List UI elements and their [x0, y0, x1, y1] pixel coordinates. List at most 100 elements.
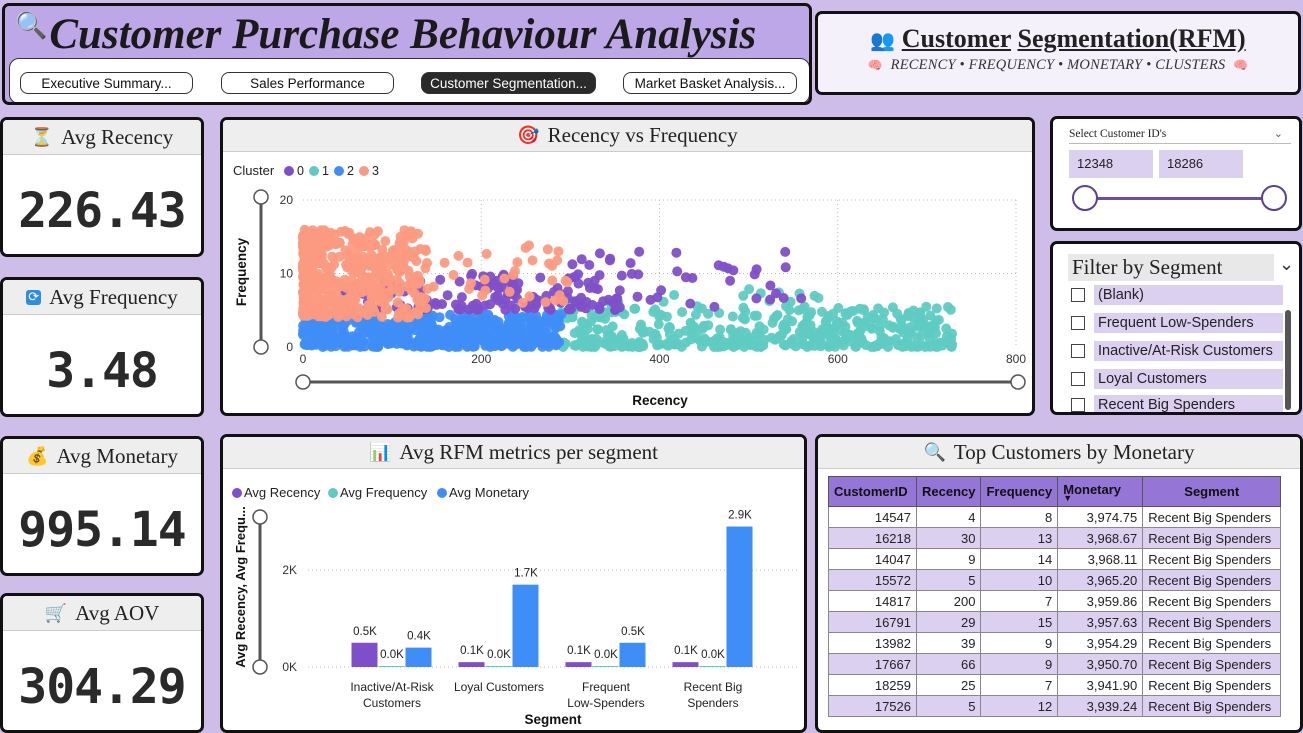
- data-point[interactable]: [700, 336, 711, 347]
- table-row[interactable]: 18259 25 7 3,941.90 Recent Big Spenders: [828, 674, 1282, 696]
- data-point[interactable]: [304, 228, 315, 239]
- data-point[interactable]: [456, 314, 466, 325]
- data-point[interactable]: [427, 321, 438, 332]
- data-point[interactable]: [739, 342, 750, 352]
- data-point[interactable]: [392, 264, 402, 275]
- data-point[interactable]: [771, 311, 782, 322]
- data-point[interactable]: [604, 255, 615, 266]
- legend-label[interactable]: Avg Recency: [244, 485, 321, 500]
- data-point[interactable]: [809, 290, 820, 301]
- segment-option-recent-big-spenders[interactable]: Recent Big Spenders: [1071, 395, 1283, 412]
- data-point[interactable]: [504, 286, 515, 297]
- data-point[interactable]: [672, 266, 683, 277]
- data-point[interactable]: [514, 328, 525, 339]
- data-point[interactable]: [780, 262, 791, 273]
- data-point[interactable]: [392, 274, 403, 285]
- data-point[interactable]: [677, 307, 688, 318]
- data-point[interactable]: [334, 251, 345, 262]
- legend-label[interactable]: 3: [372, 164, 379, 178]
- data-point[interactable]: [392, 297, 403, 308]
- data-point[interactable]: [653, 319, 664, 330]
- data-point[interactable]: [365, 227, 375, 238]
- data-point[interactable]: [389, 334, 400, 345]
- data-point[interactable]: [338, 332, 349, 343]
- data-point[interactable]: [634, 246, 645, 257]
- data-point[interactable]: [384, 272, 395, 283]
- x-zoom-handle[interactable]: [1010, 374, 1026, 390]
- bar[interactable]: [485, 666, 512, 667]
- bar[interactable]: [672, 662, 699, 667]
- data-point[interactable]: [844, 329, 855, 340]
- data-point[interactable]: [353, 278, 364, 289]
- data-point[interactable]: [627, 338, 638, 348]
- data-point[interactable]: [589, 275, 600, 286]
- data-point[interactable]: [537, 338, 548, 349]
- bar[interactable]: [619, 642, 646, 667]
- data-point[interactable]: [298, 262, 308, 273]
- bar[interactable]: [565, 662, 592, 667]
- data-point[interactable]: [519, 341, 530, 352]
- data-point[interactable]: [586, 309, 597, 320]
- bar[interactable]: [378, 666, 405, 667]
- data-point[interactable]: [669, 290, 680, 300]
- data-point[interactable]: [298, 272, 308, 282]
- data-point[interactable]: [690, 309, 701, 320]
- data-point[interactable]: [465, 278, 476, 289]
- data-point[interactable]: [401, 333, 412, 343]
- data-point[interactable]: [411, 317, 422, 328]
- data-point[interactable]: [685, 298, 696, 309]
- data-point[interactable]: [616, 270, 627, 281]
- data-point[interactable]: [731, 338, 742, 348]
- data-point[interactable]: [725, 275, 736, 286]
- legend-marker[interactable]: [334, 166, 344, 176]
- data-point[interactable]: [304, 302, 315, 313]
- data-point[interactable]: [376, 311, 387, 322]
- data-point[interactable]: [592, 324, 603, 335]
- data-point[interactable]: [883, 342, 893, 352]
- data-point[interactable]: [456, 292, 467, 303]
- legend-label[interactable]: Avg Monetary: [449, 485, 529, 500]
- bar[interactable]: [726, 526, 753, 667]
- data-point[interactable]: [892, 308, 903, 319]
- data-point[interactable]: [884, 320, 895, 331]
- chevron-down-icon[interactable]: ⌄: [1273, 128, 1283, 140]
- data-point[interactable]: [858, 318, 869, 328]
- data-point[interactable]: [371, 288, 382, 299]
- data-point[interactable]: [453, 250, 464, 261]
- data-point[interactable]: [335, 306, 346, 317]
- data-point[interactable]: [547, 260, 558, 271]
- data-point[interactable]: [590, 341, 601, 352]
- column-header-monetary[interactable]: Monetary ▼: [1057, 476, 1144, 507]
- data-point[interactable]: [499, 273, 510, 284]
- data-point[interactable]: [326, 335, 337, 346]
- data-point[interactable]: [479, 300, 490, 311]
- data-point[interactable]: [322, 235, 333, 246]
- data-point[interactable]: [401, 251, 411, 262]
- data-point[interactable]: [580, 303, 591, 314]
- bar[interactable]: [458, 662, 485, 667]
- data-point[interactable]: [778, 339, 789, 350]
- data-point[interactable]: [650, 304, 661, 315]
- bar[interactable]: [405, 647, 432, 667]
- data-point[interactable]: [348, 233, 359, 244]
- data-point[interactable]: [366, 240, 377, 251]
- data-point[interactable]: [788, 334, 799, 344]
- scrollbar[interactable]: [1285, 310, 1291, 410]
- bar[interactable]: [512, 584, 539, 667]
- data-point[interactable]: [462, 257, 473, 268]
- legend-marker[interactable]: [437, 488, 447, 498]
- data-point[interactable]: [632, 291, 643, 302]
- data-point[interactable]: [846, 306, 857, 317]
- data-point[interactable]: [471, 298, 482, 309]
- data-point[interactable]: [778, 293, 789, 303]
- data-point[interactable]: [334, 237, 345, 248]
- checkbox[interactable]: [1071, 316, 1085, 330]
- data-point[interactable]: [471, 312, 482, 323]
- data-point[interactable]: [669, 334, 680, 344]
- data-point[interactable]: [523, 310, 534, 321]
- data-point[interactable]: [815, 341, 826, 352]
- data-point[interactable]: [866, 342, 877, 352]
- data-point[interactable]: [323, 296, 334, 307]
- data-point[interactable]: [507, 341, 518, 352]
- data-point[interactable]: [611, 293, 622, 304]
